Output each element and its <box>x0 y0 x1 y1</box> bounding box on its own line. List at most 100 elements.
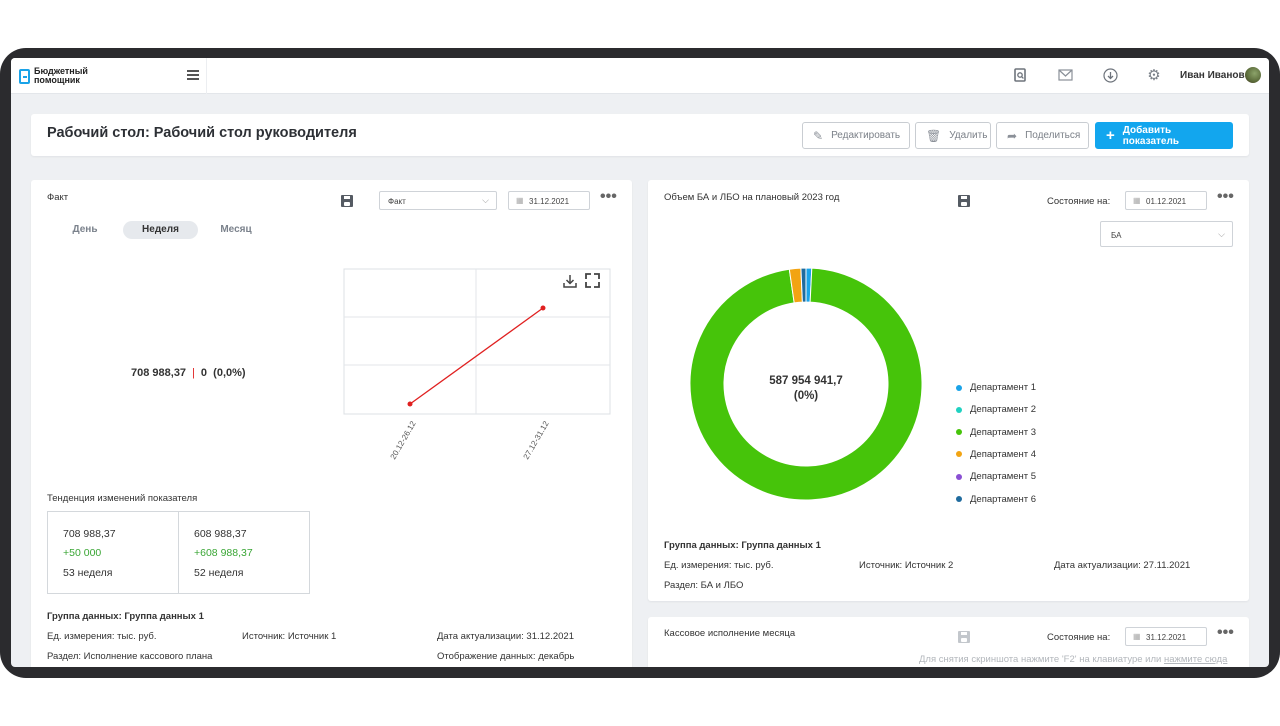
trend-title: Тенденция изменений показателя <box>47 493 198 504</box>
hint-text: Для снятия скриншота нажмите 'F2' на кла… <box>919 654 1164 665</box>
date-field[interactable]: ▦ 01.12.2021 <box>1125 191 1207 210</box>
legend-item[interactable]: Департамент 4 <box>956 449 1036 460</box>
chart-download-icon[interactable] <box>563 275 577 288</box>
trend-change: +608 988,37 <box>194 547 253 559</box>
legend-item[interactable]: Департамент 2 <box>956 404 1036 415</box>
search-doc-icon[interactable] <box>1012 68 1028 84</box>
calendar-icon: ▦ <box>516 196 524 205</box>
logo-icon <box>19 68 30 84</box>
share-button[interactable]: ➦ Поделиться <box>996 122 1089 149</box>
legend-dot <box>956 406 962 413</box>
legend-dot <box>956 384 962 391</box>
share-button-label: Поделиться <box>1025 130 1081 141</box>
legend-label: Департамент 5 <box>970 471 1037 483</box>
trend-cell: 708 988,37 +50 000 53 неделя <box>48 512 179 593</box>
tab-month[interactable]: Месяц <box>220 224 252 235</box>
add-indicator-button[interactable]: + Добавить показатель <box>1095 122 1233 149</box>
app-logo[interactable]: Бюджетный помощник <box>19 67 104 85</box>
date-field[interactable]: ▦ 31.12.2021 <box>508 191 590 210</box>
fact-select[interactable]: Факт ⌵ <box>379 191 497 210</box>
chart-frame <box>343 268 611 415</box>
delete-button[interactable]: 🗑 Удалить <box>915 122 991 149</box>
download-icon[interactable] <box>1102 68 1118 84</box>
mail-icon[interactable] <box>1057 68 1073 84</box>
legend-dot <box>956 473 962 480</box>
legend-item[interactable]: Департамент 1 <box>956 382 1036 393</box>
fact-card: Факт Факт ⌵ ▦ 31.12.2021 ••• День Неделя… <box>31 180 632 667</box>
legend-item[interactable]: Департамент 3 <box>956 427 1036 438</box>
unit-label: Ед. измерения: тыс. руб. <box>664 560 774 571</box>
donut-slice[interactable] <box>800 267 807 303</box>
card-title: Объем БА и ЛБО на плановый 2023 год <box>664 192 840 203</box>
page-title: Рабочий стол: Рабочий стол руководителя <box>47 125 357 141</box>
series-line <box>409 307 544 405</box>
donut-center-label: 587 954 941,7 (0%) <box>688 374 924 404</box>
trend-period: 53 неделя <box>63 567 113 579</box>
edit-button-label: Редактировать <box>831 130 901 141</box>
date-field[interactable]: ▦ 31.12.2021 <box>1125 627 1207 646</box>
tab-day[interactable]: День <box>72 224 98 235</box>
user-name[interactable]: Иван Иванов <box>1180 70 1245 81</box>
data-group: Группа данных: Группа данных 1 <box>664 540 821 551</box>
legend-item[interactable]: Департамент 6 <box>956 494 1036 505</box>
date-value: 01.12.2021 <box>1146 197 1187 206</box>
donut-slice[interactable] <box>689 267 923 501</box>
x-tick-label: 27.12-31.12 <box>522 419 551 461</box>
page-header: Рабочий стол: Рабочий стол руководителя … <box>31 114 1249 156</box>
data-point[interactable] <box>407 401 413 407</box>
logo-text-line1: Бюджетный <box>34 66 88 76</box>
date-value: 31.12.2021 <box>1146 633 1187 642</box>
trash-icon: 🗑 <box>926 128 942 143</box>
unit-label: Ед. измерения: тыс. руб. <box>47 631 157 642</box>
data-group: Группа данных: Группа данных 1 <box>47 611 204 622</box>
add-indicator-button-label: Добавить показатель <box>1122 124 1179 147</box>
date-value: 31.12.2021 <box>529 197 570 206</box>
chevron-down-icon: ⌵ <box>1218 229 1225 239</box>
more-options-icon[interactable]: ••• <box>1217 624 1234 641</box>
legend-dot <box>956 429 962 436</box>
trend-value: 708 988,37 <box>63 528 116 540</box>
save-icon[interactable] <box>958 631 970 643</box>
section-label: Раздел: Исполнение кассового плана <box>47 651 213 662</box>
display-label: Отображение данных: декабрь <box>437 651 575 662</box>
more-options-icon[interactable]: ••• <box>1217 188 1234 205</box>
section-label: Раздел: БА и ЛБО <box>664 580 744 591</box>
ba-select[interactable]: БА ⌵ <box>1100 221 1233 247</box>
donut-center-value: 587 954 941,7 <box>769 375 843 387</box>
indicator-delta: 0 <box>200 367 208 379</box>
hint-link[interactable]: нажмите сюда <box>1163 654 1228 665</box>
trend-cell: 608 988,37 +608 988,37 52 неделя <box>179 512 310 593</box>
more-options-icon[interactable]: ••• <box>600 188 617 205</box>
legend-label: Департамент 6 <box>970 493 1037 505</box>
fact-select-value: Факт <box>388 197 406 206</box>
legend-label: Департамент 1 <box>970 382 1037 393</box>
trend-period: 52 неделя <box>194 567 244 579</box>
top-bar: Бюджетный помощник ⚙ Иван Иванов <box>11 58 1269 94</box>
share-icon: ➦ <box>1007 128 1018 143</box>
volume-card: Объем БА и ЛБО на плановый 2023 год Сост… <box>648 180 1249 601</box>
fullscreen-icon[interactable] <box>585 273 600 288</box>
delete-button-label: Удалить <box>949 130 988 141</box>
save-icon[interactable] <box>958 195 970 207</box>
save-icon[interactable] <box>341 195 353 207</box>
app-screen: Бюджетный помощник ⚙ Иван Иванов Рабочий… <box>11 58 1269 667</box>
divider <box>206 58 207 94</box>
legend-dot <box>956 451 962 458</box>
avatar[interactable] <box>1245 67 1261 83</box>
ba-select-value: БА <box>1111 231 1122 240</box>
gear-icon[interactable]: ⚙ <box>1147 67 1161 84</box>
tab-week[interactable]: Неделя <box>123 221 198 239</box>
legend-label: Департамент 4 <box>970 448 1037 460</box>
chevron-down-icon: ⌵ <box>482 195 489 205</box>
donut-chart <box>689 267 923 501</box>
indicator-amount: 708 988,37 <box>131 367 187 379</box>
data-point[interactable] <box>540 305 546 311</box>
menu-icon[interactable] <box>187 70 199 80</box>
updated-label: Дата актуализации: 27.11.2021 <box>1054 560 1191 571</box>
pencil-icon: ✎ <box>813 128 824 143</box>
source-label: Источник: Источник 1 <box>242 631 337 642</box>
edit-button[interactable]: ✎ Редактировать <box>802 122 910 149</box>
trend-table: 708 988,37 +50 000 53 неделя 608 988,37 … <box>47 511 310 594</box>
legend-item[interactable]: Департамент 5 <box>956 471 1036 482</box>
plus-icon: + <box>1106 127 1115 144</box>
